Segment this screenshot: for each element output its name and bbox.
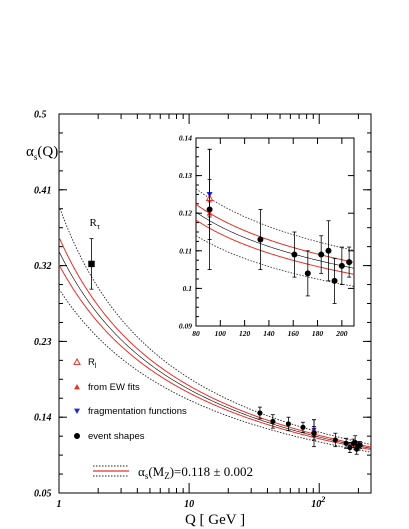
inset-x-tick-label: 200 xyxy=(335,329,348,338)
main-point xyxy=(357,442,363,448)
x-axis-title: Q [ GeV ] xyxy=(185,512,245,528)
inset-y-tick-label: 0.1 xyxy=(183,284,192,293)
y-tick-label: 0.32 xyxy=(34,261,52,272)
main-point xyxy=(300,424,306,430)
inset-point xyxy=(291,251,298,258)
main-plot: 0.5 0.41 0.32 0.23 0.14 0.05 1 10 102 αs(Q) Q [ Ge… xyxy=(26,110,372,528)
inset-y-tick-label: 0.09 xyxy=(179,322,192,331)
main-point xyxy=(311,430,317,436)
y-tick-label: 0.41 xyxy=(34,185,52,196)
y-tick-label: 0.05 xyxy=(34,489,52,500)
inset-y-tick-label: 0.14 xyxy=(179,134,192,143)
inset-y-tick-label: 0.12 xyxy=(179,209,192,218)
inset-point xyxy=(346,259,353,266)
inset-x-tick-label: 140 xyxy=(263,329,275,338)
x-tick-label: 1 xyxy=(57,499,62,510)
fit-band-upper xyxy=(59,236,371,448)
x-tick-label: 10 xyxy=(184,499,194,510)
inset-frame xyxy=(195,137,355,327)
inset-plot: 0.09 0.1 0.11 0.12 0.13 0.14 80 100 120 140 160 180… xyxy=(179,134,355,338)
inset-outer-band-upper xyxy=(196,188,354,251)
legend-marker xyxy=(74,408,80,414)
y-tick-label: 0.14 xyxy=(34,413,52,424)
main-point xyxy=(343,440,349,446)
y-tick-label: 0.5 xyxy=(34,110,47,121)
legend-label: from EW fits xyxy=(88,382,140,393)
r-tau-label: Rτ xyxy=(89,217,100,231)
fit-legend: αs(MZ)=0.118 ± 0.002 xyxy=(93,464,253,481)
inset-data-points xyxy=(205,148,353,304)
main-point xyxy=(257,410,263,416)
inset-point xyxy=(325,247,332,254)
main-point xyxy=(332,437,338,443)
main-point xyxy=(270,418,276,425)
main-point xyxy=(347,444,353,451)
inset-x-tick-label: 180 xyxy=(312,329,324,338)
fit-outer-band-upper xyxy=(59,205,371,445)
main-point xyxy=(88,260,95,268)
inset-point xyxy=(304,270,311,277)
fit-band-lower xyxy=(59,264,371,451)
inset-y-tick-label: 0.13 xyxy=(179,171,192,180)
legend-marker xyxy=(74,433,80,439)
fit-central xyxy=(59,251,371,449)
inset-point xyxy=(338,262,345,269)
legend: Rl from EW fits fragmentation functions eve… xyxy=(73,357,187,442)
inset-band-lower xyxy=(196,219,354,275)
x-tick-label: 102 xyxy=(311,495,325,510)
main-data-points xyxy=(88,238,363,455)
inset-curves xyxy=(196,188,354,287)
inset-point xyxy=(257,236,264,243)
inset-y-tick-label: 0.11 xyxy=(179,246,192,255)
inset-x-tick-label: 100 xyxy=(215,329,227,338)
inset-x-tick-label: 120 xyxy=(239,329,251,338)
legend-marker xyxy=(73,357,81,365)
inset-x-tick-label: 80 xyxy=(192,329,200,338)
main-point xyxy=(285,421,292,427)
legend-label: fragmentation functions xyxy=(88,406,187,417)
legend-marker xyxy=(74,384,80,390)
fit-outer-band-lower xyxy=(59,288,371,453)
y-tick-label: 0.23 xyxy=(34,337,52,348)
inset-point xyxy=(206,206,213,213)
inset-central xyxy=(196,211,354,269)
fit-curves xyxy=(59,205,371,453)
fit-legend-label: αs(MZ)=0.118 ± 0.002 xyxy=(138,464,253,481)
legend-label: event shapes xyxy=(88,431,145,442)
y-axis-title: αs(Q) xyxy=(26,144,58,162)
inset-band-upper xyxy=(196,203,354,263)
inset-point xyxy=(318,251,325,258)
inset-x-tick-label: 160 xyxy=(288,329,300,338)
inset-point xyxy=(331,277,338,284)
legend-label: Rl xyxy=(88,357,97,370)
